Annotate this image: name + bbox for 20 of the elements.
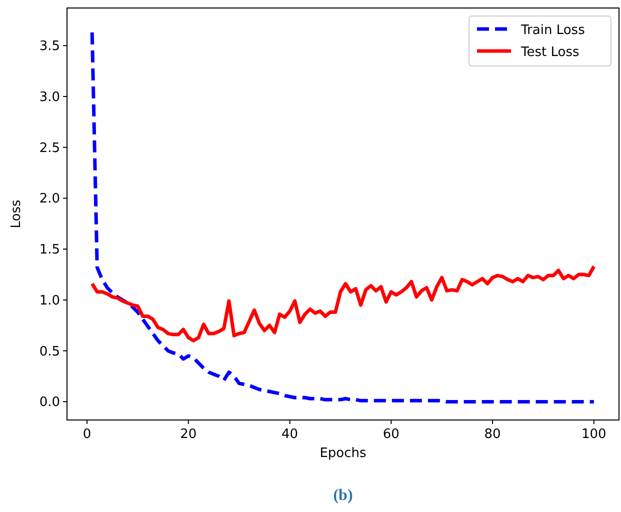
x-tick-label: 80 <box>484 427 501 442</box>
x-tick-label: 20 <box>180 427 197 442</box>
y-axis-title: Loss <box>9 200 24 228</box>
y-tick-label: 3.5 <box>39 39 60 54</box>
legend-label: Train Loss <box>520 23 586 38</box>
line-series <box>90 264 596 342</box>
x-tick-label: 40 <box>282 427 298 442</box>
legend-label: Test Loss <box>520 45 580 60</box>
y-tick-label: 1.0 <box>39 293 60 308</box>
text: (b) <box>333 487 353 504</box>
y-tick-label: 2.0 <box>39 192 60 207</box>
x-tick-label: 60 <box>382 427 400 442</box>
y-tick-label: 0.5 <box>39 344 60 360</box>
y-tick-label: 0.0 <box>39 395 60 410</box>
x-tick-label: 0 <box>82 427 92 442</box>
y-tick-label: 3.0 <box>39 90 60 106</box>
y-tick-label: 1.5 <box>39 242 60 258</box>
y-tick-label: 2.5 <box>39 140 60 156</box>
x-tick-label: 100 <box>581 427 606 442</box>
x-axis-title: Epochs <box>320 446 367 461</box>
